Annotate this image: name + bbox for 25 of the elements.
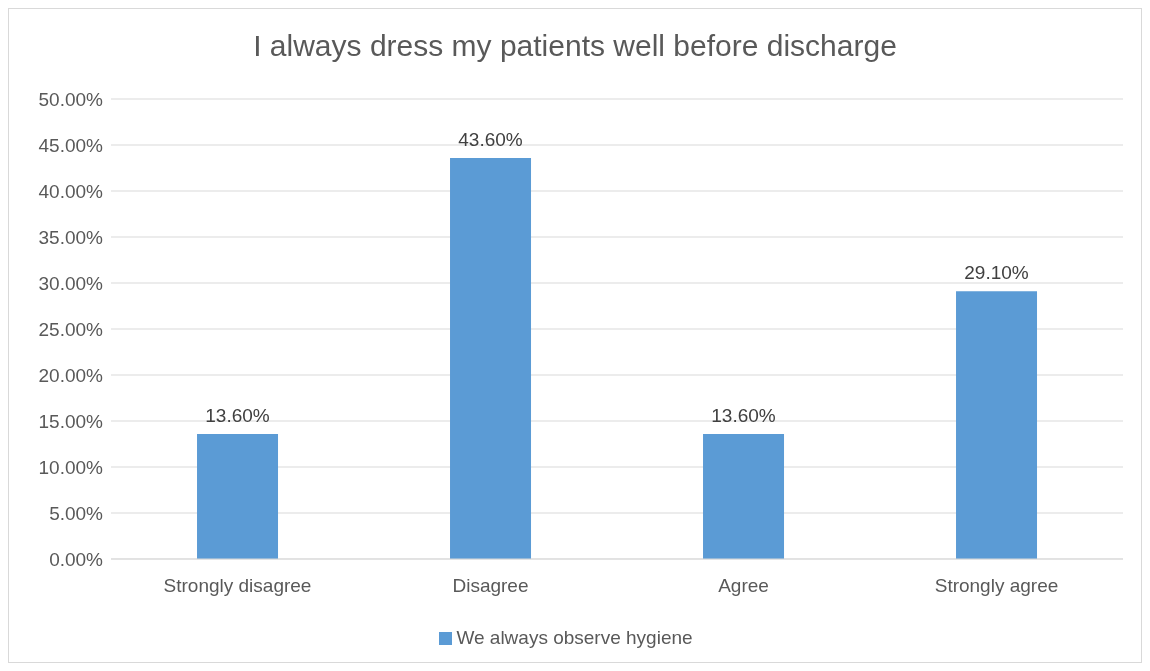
- legend-label: We always observe hygiene: [456, 627, 693, 648]
- data-label: 13.60%: [205, 404, 270, 426]
- y-tick-label: 5.00%: [49, 502, 104, 524]
- data-label: 43.60%: [458, 128, 523, 150]
- y-tick-label: 20.00%: [38, 364, 104, 386]
- y-tick-label: 0.00%: [49, 548, 104, 570]
- y-tick-label: 35.00%: [38, 226, 104, 248]
- data-label: 13.60%: [711, 404, 776, 426]
- bar: [703, 433, 785, 559]
- x-tick-label: Strongly disagree: [163, 575, 312, 597]
- bar: [450, 157, 532, 559]
- x-tick-label: Agree: [718, 575, 769, 597]
- x-tick-label: Disagree: [452, 575, 529, 597]
- bar: [956, 291, 1038, 559]
- bar: [197, 433, 279, 559]
- y-tick-label: 45.00%: [38, 134, 104, 156]
- x-tick-label: Strongly agree: [934, 575, 1059, 597]
- y-tick-label: 30.00%: [38, 272, 104, 294]
- data-label: 29.10%: [964, 262, 1029, 284]
- chart-title: I always dress my patients well before discharge: [252, 29, 898, 63]
- y-tick-label: 10.00%: [38, 456, 104, 478]
- y-tick-label: 50.00%: [38, 88, 104, 110]
- y-tick-label: 25.00%: [38, 318, 104, 340]
- y-tick-label: 15.00%: [38, 410, 104, 432]
- y-tick-label: 40.00%: [38, 180, 104, 202]
